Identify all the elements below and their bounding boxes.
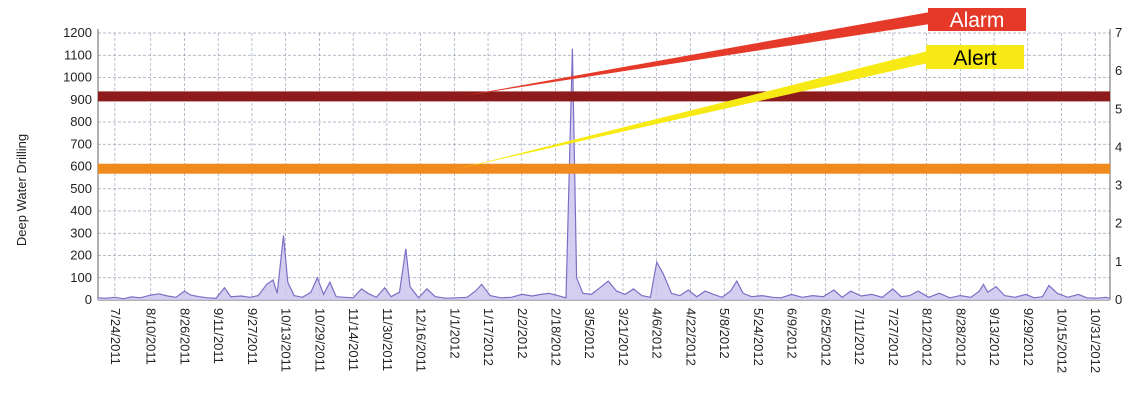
x-tick-label: 2/18/2012 <box>549 308 564 366</box>
x-tick-label: 11/14/2011 <box>346 308 361 371</box>
x-tick-label: 10/29/2011 <box>312 308 327 372</box>
y-tick-label: 1000 <box>63 70 92 85</box>
y-tick-label: 0 <box>85 292 92 307</box>
y2-tick-label: 7 <box>1115 25 1122 40</box>
x-tick-label: 8/26/2011 <box>177 308 192 365</box>
x-tick-label: 8/12/2012 <box>920 308 935 366</box>
y2-tick-label: 6 <box>1115 63 1122 78</box>
x-tick-label: 9/11/2011 <box>211 308 226 364</box>
threshold-bands: Alarm Alert <box>98 8 1110 174</box>
alert-threshold-band <box>98 163 1110 174</box>
x-tick-label: 5/24/2012 <box>751 308 766 366</box>
y-tick-label: 400 <box>70 203 92 218</box>
y-tick-label: 500 <box>70 181 92 196</box>
x-tick-label: 8/28/2012 <box>953 308 968 366</box>
x-tick-label: 8/10/2011 <box>144 308 159 365</box>
x-tick-label: 1/1/2012 <box>447 308 462 359</box>
y-axis-label: Deep Water Drilling <box>14 134 29 246</box>
alert-tag <box>926 45 1024 69</box>
x-tick-label: 9/13/2012 <box>987 308 1002 366</box>
y-tick-label: 800 <box>70 114 92 129</box>
x-tick-label: 6/9/2012 <box>785 308 800 359</box>
y-tick-label: 700 <box>70 136 92 151</box>
y-tick-label: 1100 <box>64 47 92 62</box>
x-tick-label: 10/15/2012 <box>1055 308 1070 373</box>
x-tick-label: 1/17/2012 <box>481 308 496 366</box>
series-layer <box>97 48 1111 300</box>
x-tick-label: 10/31/2012 <box>1088 308 1103 373</box>
y2-tick-label: 5 <box>1115 101 1122 116</box>
y-tick-label: 900 <box>70 92 92 107</box>
y2-tick-label: 3 <box>1115 178 1122 193</box>
x-tick-label: 4/22/2012 <box>683 308 698 366</box>
y2-tick-label: 1 <box>1115 254 1122 269</box>
x-tick-label: 10/13/2011 <box>279 308 294 372</box>
grid <box>97 29 1111 301</box>
y-tick-label: 600 <box>70 159 92 174</box>
x-tick-label: 12/16/2011 <box>414 308 429 372</box>
y-tick-label: 300 <box>70 225 92 240</box>
alarm-threshold-band <box>98 91 1110 102</box>
x-tick-label: 5/8/2012 <box>717 308 732 359</box>
series-line <box>97 48 1111 300</box>
x-tick-label: 7/24/2011 <box>108 308 123 365</box>
x-tick-label: 9/29/2012 <box>1021 308 1036 366</box>
x-tick-label: 7/11/2012 <box>852 308 867 365</box>
y2-tick-label: 0 <box>1115 292 1122 307</box>
y-tick-label: 1200 <box>63 25 92 40</box>
y2-tick-label: 4 <box>1115 139 1122 154</box>
y-tick-label: 100 <box>70 270 92 285</box>
x-tick-label: 9/27/2011 <box>245 308 260 365</box>
alarm-pointer <box>460 12 930 97</box>
y2-tick-label: 2 <box>1115 216 1122 231</box>
series-area <box>98 48 1110 300</box>
alert-tag-label: Alert <box>953 47 996 70</box>
alarm-tag <box>928 8 1026 31</box>
alert-pointer <box>458 51 928 169</box>
x-tick-label: 4/6/2012 <box>650 308 665 359</box>
x-tick-label: 3/21/2012 <box>616 308 631 366</box>
tick-labels: 0 100 200 300 400 500 600 700 800 900 1000 1100 1200… <box>63 25 1122 373</box>
x-tick-label: 3/5/2012 <box>582 308 597 359</box>
x-tick-label: 2/2/2012 <box>515 308 530 359</box>
x-tick-label: 11/30/2011 <box>380 308 395 371</box>
x-tick-label: 7/27/2012 <box>886 308 901 366</box>
x-tick-label: 6/25/2012 <box>818 308 833 366</box>
y-tick-label: 200 <box>70 248 92 263</box>
alarm-tag-label: Alarm <box>950 9 1005 32</box>
